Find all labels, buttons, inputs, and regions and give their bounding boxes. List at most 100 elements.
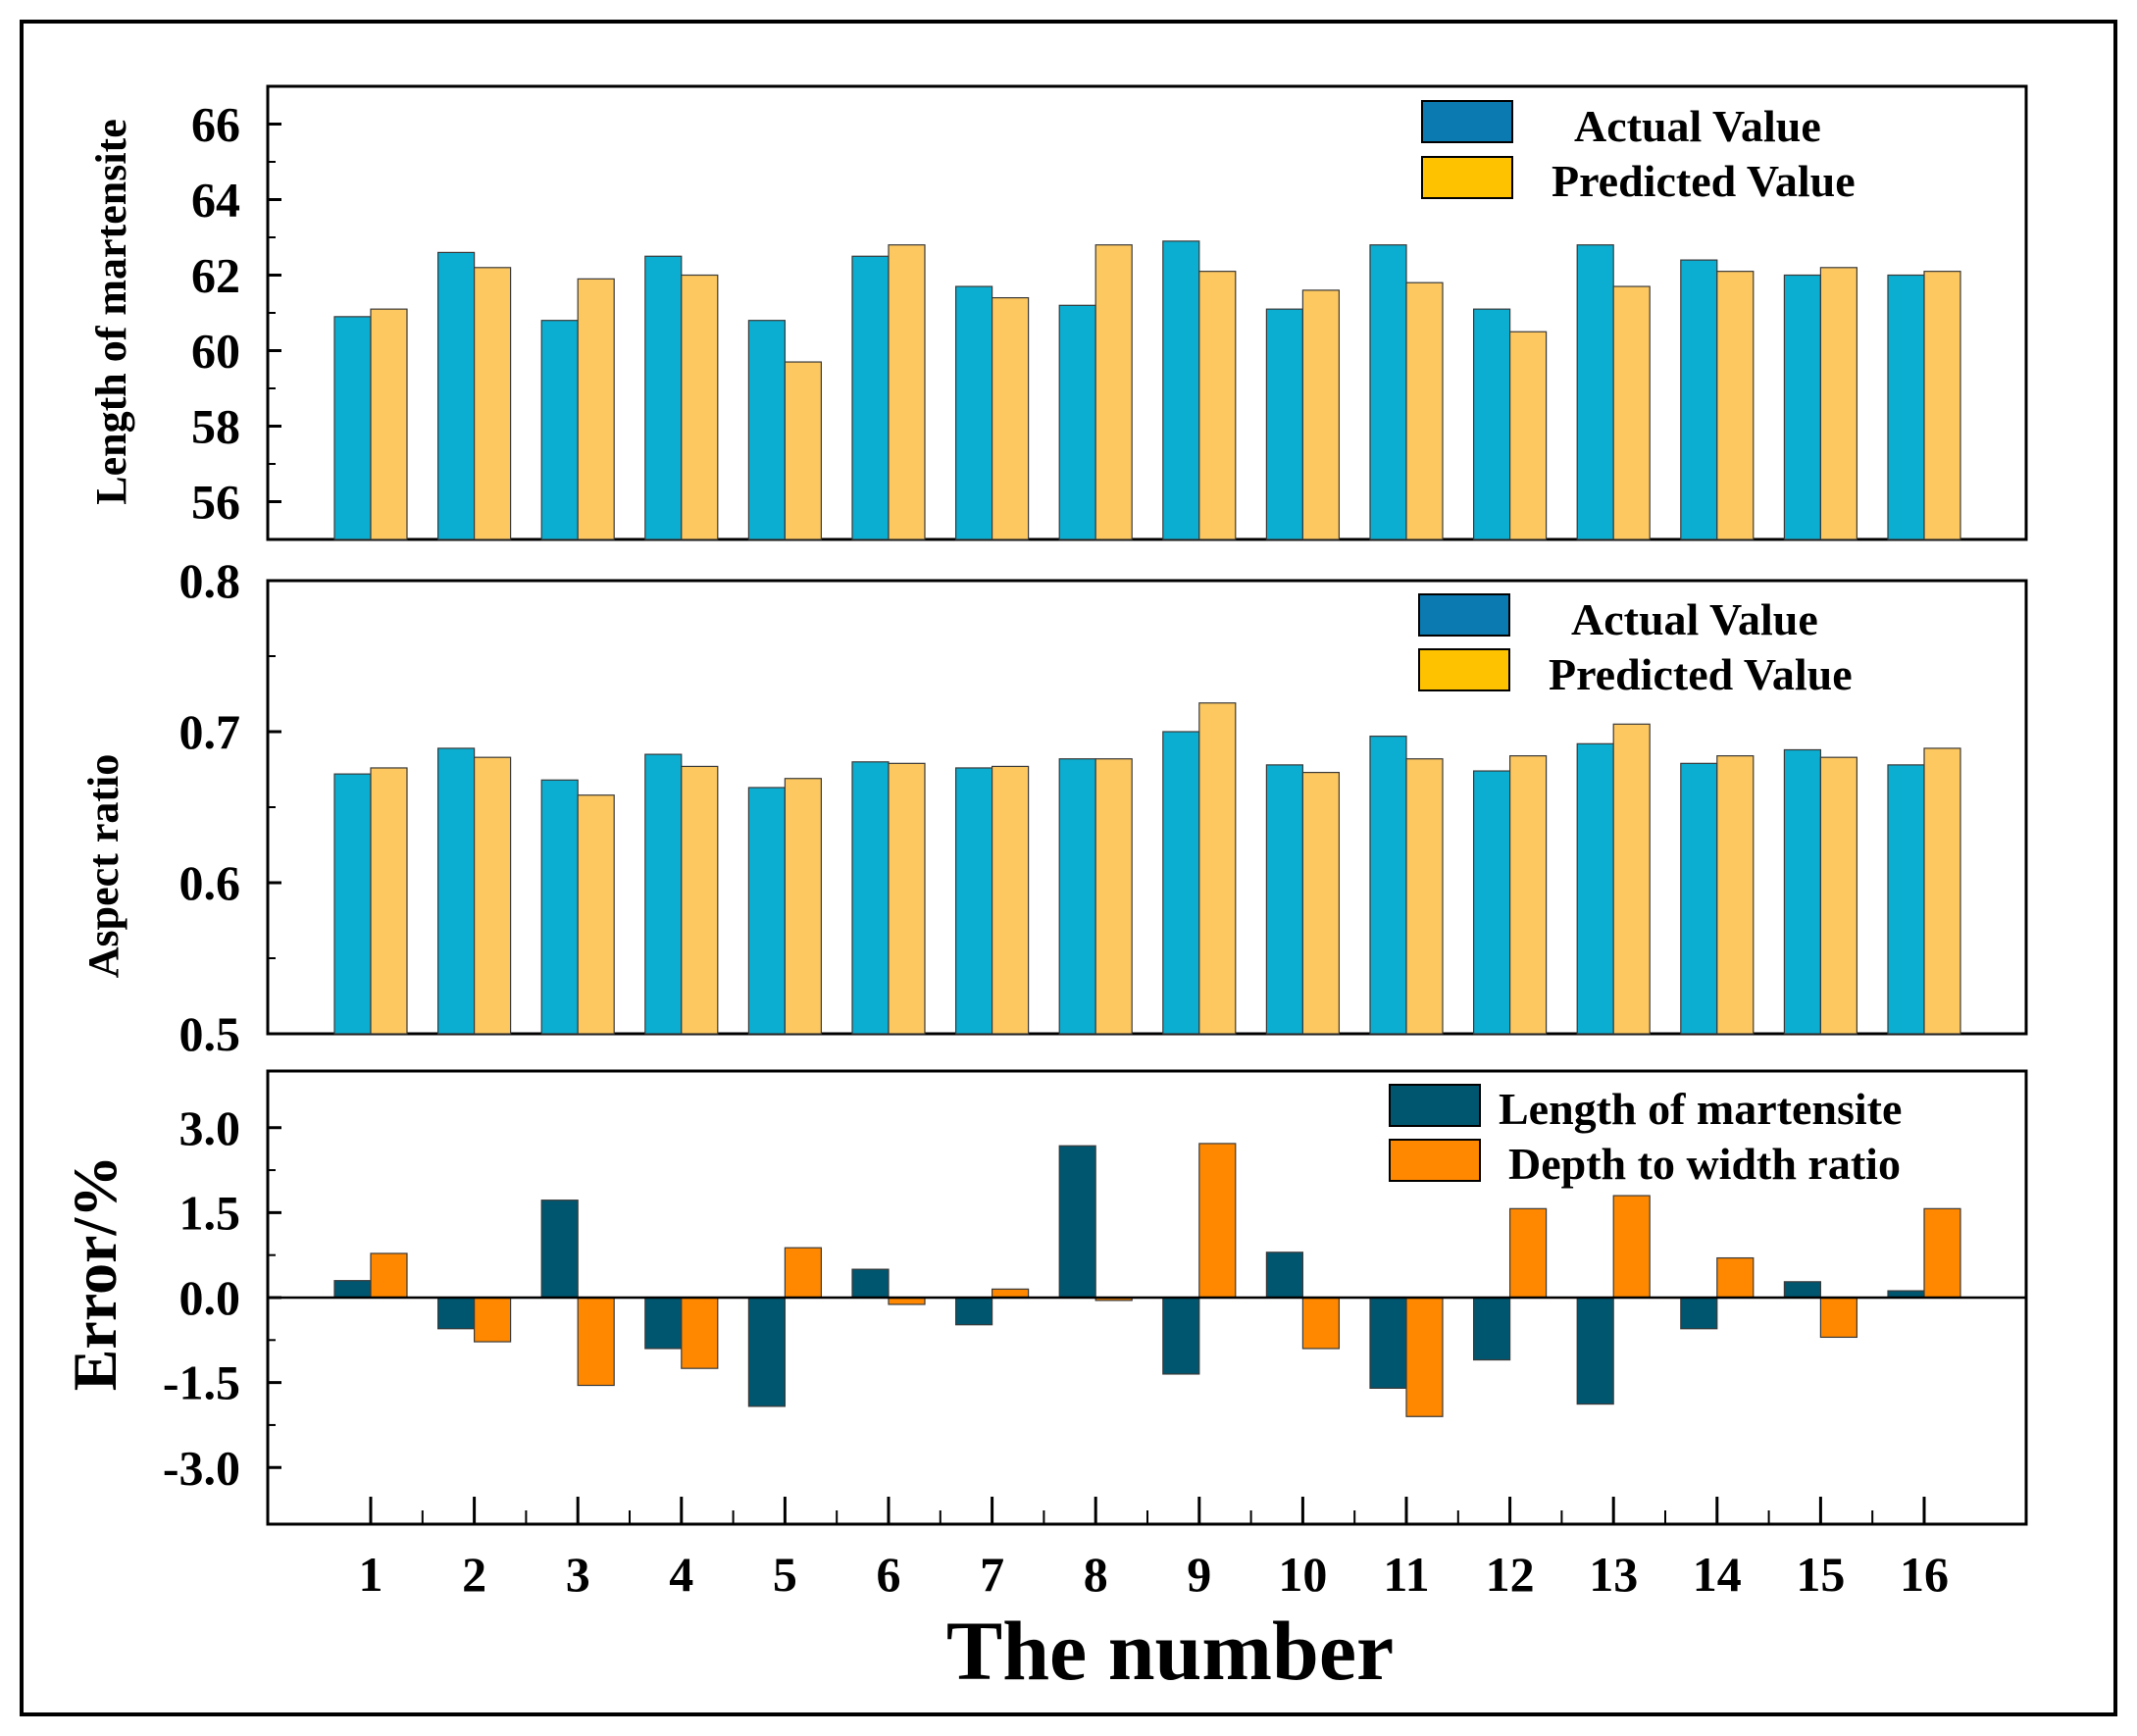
bar-length-s1-13 — [1576, 244, 1614, 540]
y-tick-label: 0.8 — [179, 553, 241, 608]
y-tick-label: 62 — [191, 248, 240, 303]
bar-aspect-s2-7 — [991, 765, 1030, 1035]
y-tick-label: -3.0 — [163, 1440, 240, 1495]
bar-error-s2-10 — [1301, 1297, 1341, 1350]
bar-length-s1-11 — [1369, 244, 1407, 540]
bar-error-s1-8 — [1058, 1145, 1096, 1299]
bar-length-s2-5 — [784, 361, 823, 540]
bar-error-s2-4 — [681, 1297, 719, 1369]
bars-aspect — [333, 702, 1961, 1035]
bar-error-s2-5 — [784, 1247, 823, 1299]
y-axis-label-aspect: Aspect ratio — [79, 754, 127, 979]
bar-aspect-s2-8 — [1094, 758, 1133, 1035]
y-ticks-length: 56 58 60 62 64 66 — [191, 97, 281, 530]
x-tick-label-12: 12 — [1486, 1547, 1535, 1602]
bar-aspect-s1-8 — [1058, 758, 1096, 1035]
bar-aspect-s1-7 — [954, 767, 993, 1035]
bar-aspect-s2-1 — [370, 767, 408, 1035]
x-ticks: 1 2 3 4 5 6 7 8 9 10 11 12 13 14 15 16 — [359, 1497, 1949, 1602]
bar-aspect-s1-2 — [437, 747, 476, 1035]
bar-aspect-s1-15 — [1783, 748, 1822, 1035]
bar-length-s1-1 — [333, 316, 372, 540]
bar-length-s1-6 — [851, 255, 890, 540]
panel-aspect-ratio: 0.5 0.6 0.7 0.8 Aspect ratio Actual Value P… — [79, 553, 2028, 1061]
legend-swatch-predicted-aspect — [1418, 648, 1510, 691]
bar-length-s1-7 — [954, 285, 993, 540]
bar-length-s2-7 — [991, 297, 1030, 540]
bar-aspect-s1-3 — [540, 779, 579, 1035]
y-tick-label: 58 — [191, 399, 240, 454]
bar-aspect-s2-12 — [1508, 755, 1548, 1035]
bar-length-s2-2 — [474, 267, 512, 540]
bar-error-s2-13 — [1612, 1195, 1651, 1299]
bar-length-s2-6 — [888, 244, 926, 540]
bar-error-s1-2 — [437, 1297, 476, 1330]
x-tick-label-11: 11 — [1383, 1547, 1429, 1602]
y-tick-label: -1.5 — [163, 1355, 240, 1410]
x-axis-label: The number — [946, 1604, 1394, 1698]
y-tick-label: 1.5 — [179, 1185, 241, 1240]
y-ticks-aspect: 0.5 0.6 0.7 0.8 — [179, 553, 281, 1061]
legend-label-depth-error: Depth to width ratio — [1508, 1139, 1901, 1189]
bar-error-s2-9 — [1198, 1143, 1237, 1299]
x-tick-label-6: 6 — [877, 1547, 901, 1602]
bar-error-s1-7 — [954, 1297, 993, 1326]
bar-length-s1-15 — [1783, 274, 1822, 540]
legend-label-actual-aspect: Actual Value — [1571, 594, 1818, 644]
legend-swatch-depth-error — [1389, 1139, 1481, 1182]
x-tick-label-16: 16 — [1900, 1547, 1949, 1602]
bar-aspect-s1-16 — [1887, 764, 1925, 1035]
bar-aspect-s2-16 — [1923, 747, 1961, 1035]
legend-aspect: Actual Value Predicted Value — [1418, 593, 1853, 699]
bar-error-s2-1 — [370, 1252, 408, 1299]
bar-aspect-s2-10 — [1301, 771, 1341, 1035]
bar-error-s1-6 — [851, 1268, 890, 1299]
bar-error-s1-12 — [1472, 1297, 1511, 1361]
bar-length-s2-13 — [1612, 285, 1651, 540]
bar-aspect-s2-5 — [784, 778, 823, 1035]
bar-length-s1-16 — [1887, 274, 1925, 540]
bar-error-s1-9 — [1162, 1297, 1200, 1375]
bar-aspect-s1-12 — [1472, 770, 1511, 1035]
x-tick-label-2: 2 — [462, 1547, 486, 1602]
x-tick-label-13: 13 — [1589, 1547, 1638, 1602]
bar-length-s2-16 — [1923, 271, 1961, 540]
y-tick-label: 0.6 — [179, 855, 241, 910]
bar-aspect-s2-15 — [1819, 756, 1858, 1035]
y-tick-label: 3.0 — [179, 1100, 241, 1155]
bars-length — [333, 240, 1961, 540]
legend-label-predicted-length: Predicted Value — [1552, 156, 1856, 206]
bar-error-s2-2 — [474, 1297, 512, 1343]
bar-aspect-s1-5 — [747, 787, 787, 1035]
bar-length-s2-12 — [1508, 331, 1548, 540]
bar-error-s1-4 — [644, 1297, 683, 1350]
y-tick-label: 0.5 — [179, 1006, 241, 1061]
bar-error-s1-5 — [747, 1297, 787, 1407]
x-tick-label-4: 4 — [669, 1547, 693, 1602]
bar-length-s1-14 — [1680, 259, 1718, 540]
bar-error-s2-16 — [1923, 1207, 1961, 1299]
bar-aspect-s1-11 — [1369, 736, 1407, 1035]
bar-length-s1-4 — [644, 255, 683, 540]
panel-error: -3.0-1.50.01.53.0 1 2 3 4 5 6 7 8 9 10 11 12 13 14 15 1… — [60, 1069, 2028, 1698]
bar-error-s2-3 — [577, 1297, 615, 1387]
y-tick-label: 64 — [191, 173, 240, 228]
legend-label-actual-length: Actual Value — [1574, 101, 1821, 151]
legend-swatch-length-error — [1389, 1084, 1481, 1127]
bar-aspect-s1-1 — [333, 773, 372, 1035]
bar-error-s1-10 — [1265, 1251, 1304, 1299]
y-axis-label-length: Length of martensite — [87, 119, 135, 505]
bar-aspect-s2-14 — [1716, 755, 1755, 1035]
bar-error-s2-7 — [991, 1288, 1030, 1299]
bar-error-s2-14 — [1716, 1256, 1755, 1299]
x-tick-label-8: 8 — [1084, 1547, 1108, 1602]
x-tick-label-3: 3 — [566, 1547, 590, 1602]
bar-length-s1-8 — [1058, 304, 1096, 540]
x-tick-label-7: 7 — [980, 1547, 1004, 1602]
bar-aspect-s1-6 — [851, 761, 890, 1035]
bar-length-s2-10 — [1301, 289, 1341, 540]
bar-aspect-s2-4 — [681, 765, 719, 1035]
y-tick-label: 0.0 — [179, 1270, 241, 1325]
bar-error-s2-11 — [1405, 1297, 1444, 1417]
